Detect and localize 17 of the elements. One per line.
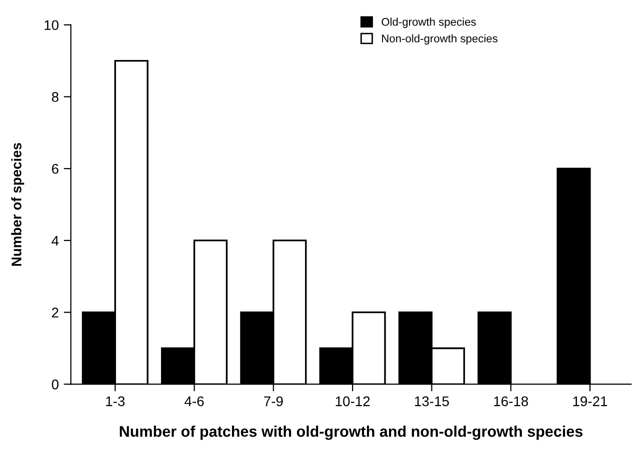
y-tick-label: 4 [52,236,59,246]
x-tick-label: 1-3 [106,396,125,406]
x-axis-title: Number of patches with old-growth and non-old-growth species [120,426,583,440]
y-tick-label: 6 [52,164,58,174]
y-tick-label: 10 [44,20,58,30]
x-tick-label: 10-12 [336,396,370,406]
y-axis-title: Number of species [11,142,24,266]
x-tick-label: 13-15 [415,396,449,406]
y-tick-label: 8 [52,92,58,102]
x-tick-label: 19-21 [573,396,608,406]
legend-label: Old-growth species [382,18,476,28]
x-tick-label: 7-9 [264,396,283,406]
legend-label: Non-old-growth species [382,34,498,45]
x-tick-label: 16-18 [494,396,528,406]
x-tick-label: 4-6 [184,396,204,406]
y-tick-label: 0 [52,380,58,390]
y-tick-label: 2 [52,308,58,318]
